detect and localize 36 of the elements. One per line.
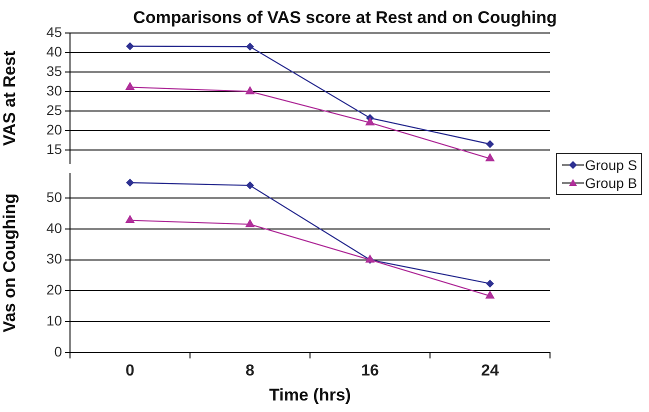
point — [365, 117, 375, 126]
y-tick-label: 20 — [46, 282, 62, 298]
y-tick-label: 40 — [46, 43, 62, 60]
y-tick-label: 0 — [54, 343, 62, 360]
y-tick-label: 35 — [46, 62, 62, 79]
y-axis-title: VAS at Rest — [0, 50, 19, 146]
point — [245, 218, 255, 228]
y-tick-label: 30 — [46, 82, 62, 98]
y-tick-label: 15 — [46, 140, 62, 157]
point — [125, 82, 135, 90]
y-tick-label: 50 — [46, 188, 62, 205]
x-axis-title: Time (hrs) — [269, 385, 351, 404]
point — [126, 178, 134, 187]
legend-label: Group B — [585, 175, 638, 191]
y-axis-title: Vas on Coughing — [0, 193, 19, 332]
point — [485, 290, 495, 299]
point — [126, 42, 134, 50]
point — [245, 86, 255, 94]
point — [485, 153, 495, 162]
point — [486, 140, 494, 148]
x-tick-label: 16 — [361, 362, 379, 380]
y-tick-label: 45 — [46, 24, 62, 40]
y-tick-label: 30 — [46, 250, 62, 267]
x-tick-label: 24 — [481, 362, 499, 380]
y-tick-label: 25 — [46, 102, 62, 118]
point — [125, 214, 135, 224]
point — [486, 280, 494, 288]
x-tick-label: 8 — [246, 362, 255, 380]
legend-label: Group S — [585, 157, 638, 173]
x-tick-label: 0 — [126, 362, 135, 380]
y-tick-label: 10 — [46, 312, 62, 328]
point — [246, 181, 254, 190]
y-tick-label: 40 — [46, 220, 62, 236]
chart-title: Comparisons of VAS score at Rest and on Coughing — [132, 8, 558, 28]
point — [246, 42, 254, 51]
y-tick-label: 20 — [46, 121, 62, 138]
